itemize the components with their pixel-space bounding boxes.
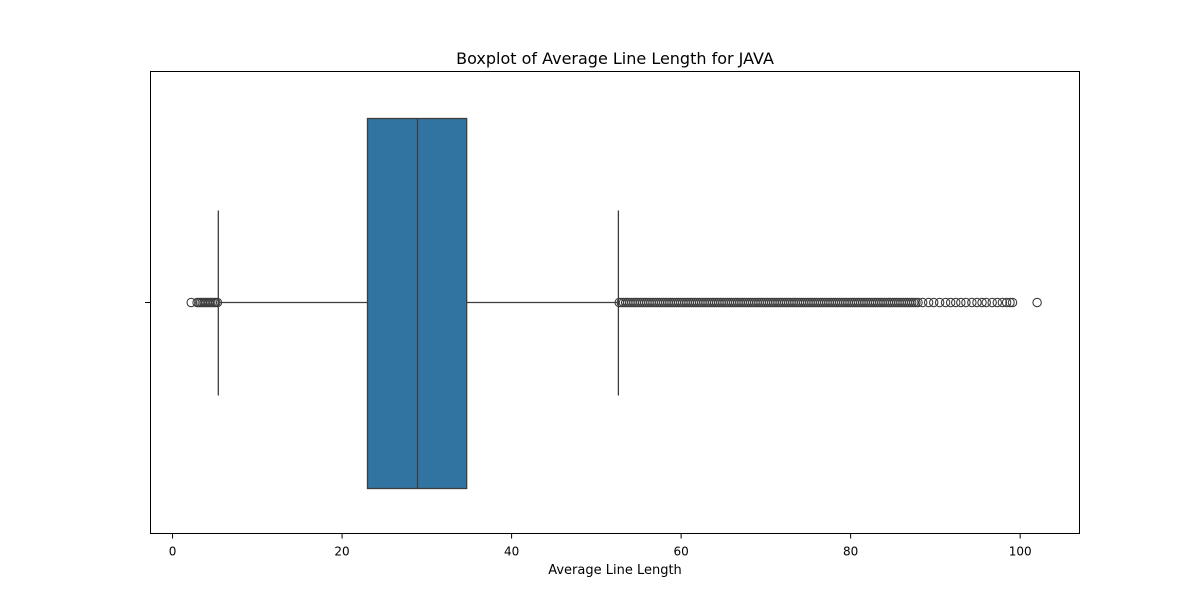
outlier-point [950, 297, 961, 308]
outlier-point [928, 297, 939, 308]
x-axis: 0 20 40 60 80 100 [169, 533, 1032, 559]
plot-area [186, 117, 1042, 490]
x-tick-label: 20 [334, 545, 349, 559]
x-tick-label: 0 [169, 545, 177, 559]
x-tick-label: 40 [504, 545, 519, 559]
outlier-point [1005, 297, 1015, 308]
outlier-point [961, 297, 971, 308]
outlier-point [1007, 297, 1018, 308]
outlier-point [956, 297, 966, 308]
outlier-point [992, 297, 1003, 308]
outlier-point [186, 297, 196, 308]
outlier-point [972, 297, 982, 308]
outlier-point [940, 297, 951, 308]
outlier-point [913, 297, 923, 308]
outlier-point [923, 297, 934, 308]
x-tick-label: 80 [843, 545, 858, 559]
outlier-point [967, 297, 977, 308]
outlier-point [945, 297, 956, 308]
x-tick-label: 60 [673, 545, 688, 559]
outlier-point [977, 297, 987, 308]
x-tick-label: 100 [1009, 545, 1032, 559]
outlier-point [997, 297, 1008, 308]
outlier-point [934, 297, 945, 308]
outlier-point [1001, 297, 1012, 308]
outlier-point [917, 297, 928, 308]
outlier-point [212, 297, 223, 308]
x-axis-label: Average Line Length [548, 563, 682, 578]
outlier-point [981, 297, 992, 308]
outlier-point [1032, 297, 1042, 308]
chart-title: Boxplot of Average Line Length for JAVA [456, 49, 774, 68]
outlier-point [987, 297, 997, 308]
